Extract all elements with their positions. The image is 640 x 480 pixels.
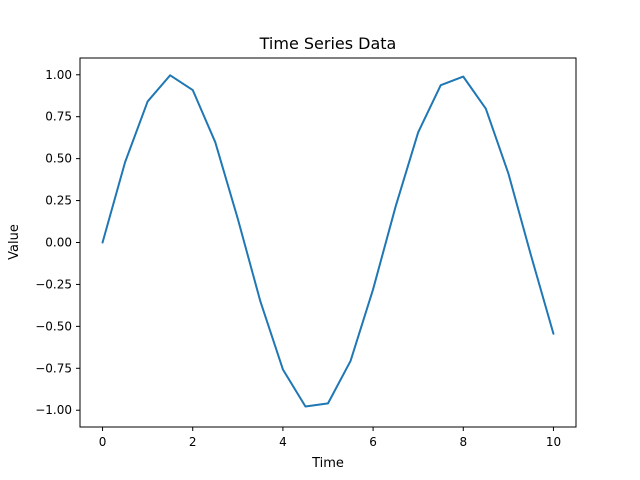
y-tick-label: −1.00 xyxy=(35,403,72,417)
x-axis: 0 2 4 6 8 10 xyxy=(99,427,561,449)
y-tick-label: 0.75 xyxy=(45,110,72,124)
x-tick-label: 0 xyxy=(99,435,107,449)
y-tick-label: 0.50 xyxy=(45,152,72,166)
y-tick-label: 0.00 xyxy=(45,236,72,250)
y-axis: −1.00 −0.75 −0.50 −0.25 0.00 0.25 0.50 0.75 1.00 xyxy=(35,68,80,417)
x-tick-label: 8 xyxy=(459,435,467,449)
y-tick-label: −0.50 xyxy=(35,319,72,333)
y-tick-label: −0.75 xyxy=(35,361,72,375)
y-tick-label: −0.25 xyxy=(35,277,72,291)
x-tick-label: 10 xyxy=(546,435,561,449)
y-tick-label: 0.25 xyxy=(45,194,72,208)
x-tick-label: 2 xyxy=(189,435,197,449)
y-tick-label: 1.00 xyxy=(45,68,72,82)
series-line-0 xyxy=(101,74,555,408)
x-tick-label: 6 xyxy=(369,435,377,449)
x-axis-label: Time xyxy=(311,456,344,471)
chart-title: Time Series Data xyxy=(259,34,397,53)
x-tick-label: 4 xyxy=(279,435,287,449)
y-axis-label: Value xyxy=(7,224,22,260)
